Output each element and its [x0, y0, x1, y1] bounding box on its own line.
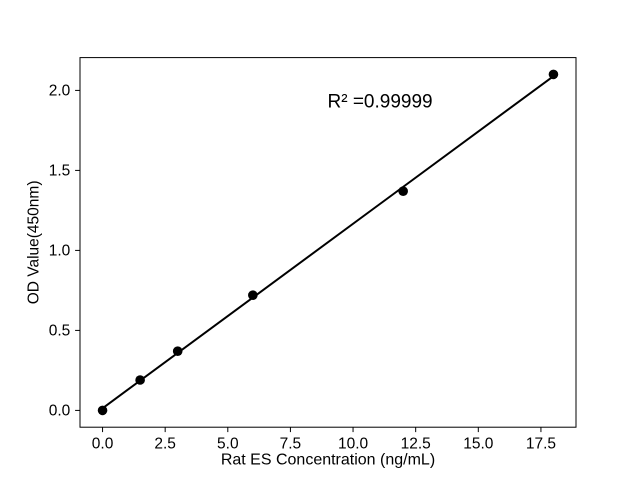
svg-text:17.5: 17.5	[526, 435, 556, 452]
svg-text:15.0: 15.0	[463, 435, 494, 452]
svg-text:1.0: 1.0	[49, 243, 71, 260]
svg-text:1.5: 1.5	[49, 163, 71, 180]
svg-text:Rat ES Concentration (ng/mL): Rat ES Concentration (ng/mL)	[221, 452, 435, 469]
svg-text:0.0: 0.0	[49, 403, 71, 420]
svg-text:5.0: 5.0	[217, 435, 239, 452]
svg-text:2.5: 2.5	[154, 435, 176, 452]
svg-text:R² =0.99999: R² =0.99999	[328, 92, 433, 113]
svg-text:12.5: 12.5	[401, 435, 431, 452]
svg-text:10.0: 10.0	[338, 435, 369, 452]
svg-text:2.0: 2.0	[49, 83, 71, 100]
svg-text:7.5: 7.5	[280, 435, 302, 452]
svg-text:0.5: 0.5	[49, 323, 71, 340]
svg-text:OD Value(450nm): OD Value(450nm)	[26, 181, 43, 305]
svg-text:0.0: 0.0	[92, 435, 114, 452]
